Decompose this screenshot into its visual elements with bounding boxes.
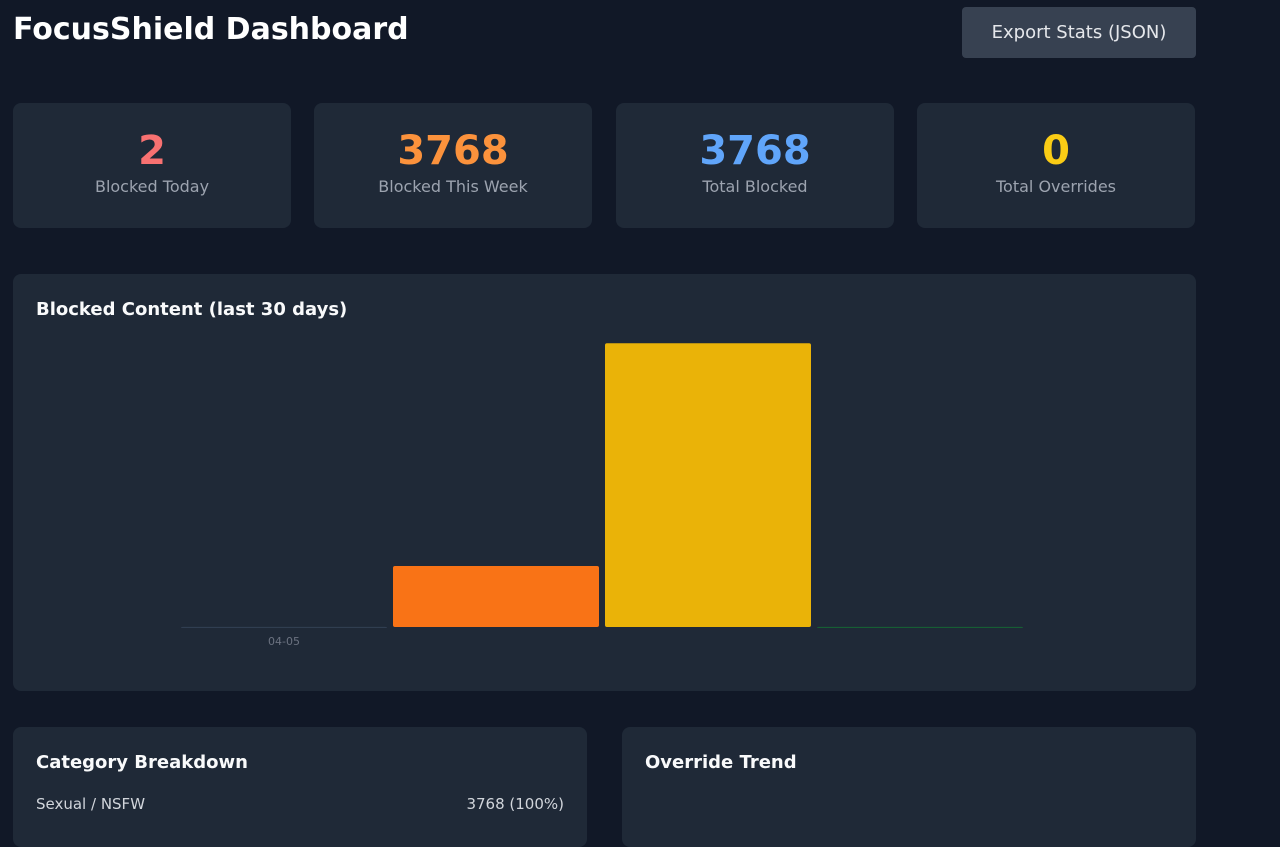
panel-title: Category Breakdown	[36, 752, 248, 773]
stat-card: 2 Blocked Today	[13, 103, 291, 228]
chart-title: Blocked Content (last 30 days)	[36, 299, 348, 320]
stat-value: 2	[138, 128, 166, 174]
chart-card: Blocked Content (last 30 days) 04-05	[13, 274, 1196, 691]
stat-label: Blocked This Week	[378, 177, 528, 196]
stat-value: 3768	[699, 128, 811, 174]
x-tick-label: 04-05	[268, 635, 300, 648]
stat-label: Total Blocked	[702, 177, 808, 196]
category-value: 3768 (100%)	[466, 795, 564, 813]
bar	[605, 343, 811, 627]
stat-value: 3768	[397, 128, 509, 174]
bar	[393, 566, 599, 627]
category-name: Sexual / NSFW	[36, 795, 146, 813]
panel-title: Override Trend	[645, 752, 797, 773]
export-button[interactable]: Export Stats (JSON)	[962, 7, 1196, 58]
stat-card: 0 Total Overrides	[917, 103, 1195, 228]
bar	[181, 626, 387, 628]
bar	[817, 626, 1023, 628]
stat-label: Blocked Today	[94, 177, 210, 196]
chart: 04-05	[181, 343, 1023, 648]
dashboard: FocusShield Dashboard Export Stats (JSON…	[13, 7, 1196, 847]
category-panel: Category Breakdown Sexual / NSFW 3768 (10…	[13, 727, 587, 847]
stat-card: 3768 Blocked This Week	[314, 103, 592, 228]
category-row: Sexual / NSFW 3768 (100%)	[36, 795, 564, 813]
stat-label: Total Overrides	[995, 177, 1116, 196]
stat-card: 3768 Total Blocked	[616, 103, 894, 228]
stat-value: 0	[1042, 128, 1070, 174]
override-panel: Override Trend	[622, 727, 1196, 847]
page-title: FocusShield Dashboard	[13, 12, 409, 47]
